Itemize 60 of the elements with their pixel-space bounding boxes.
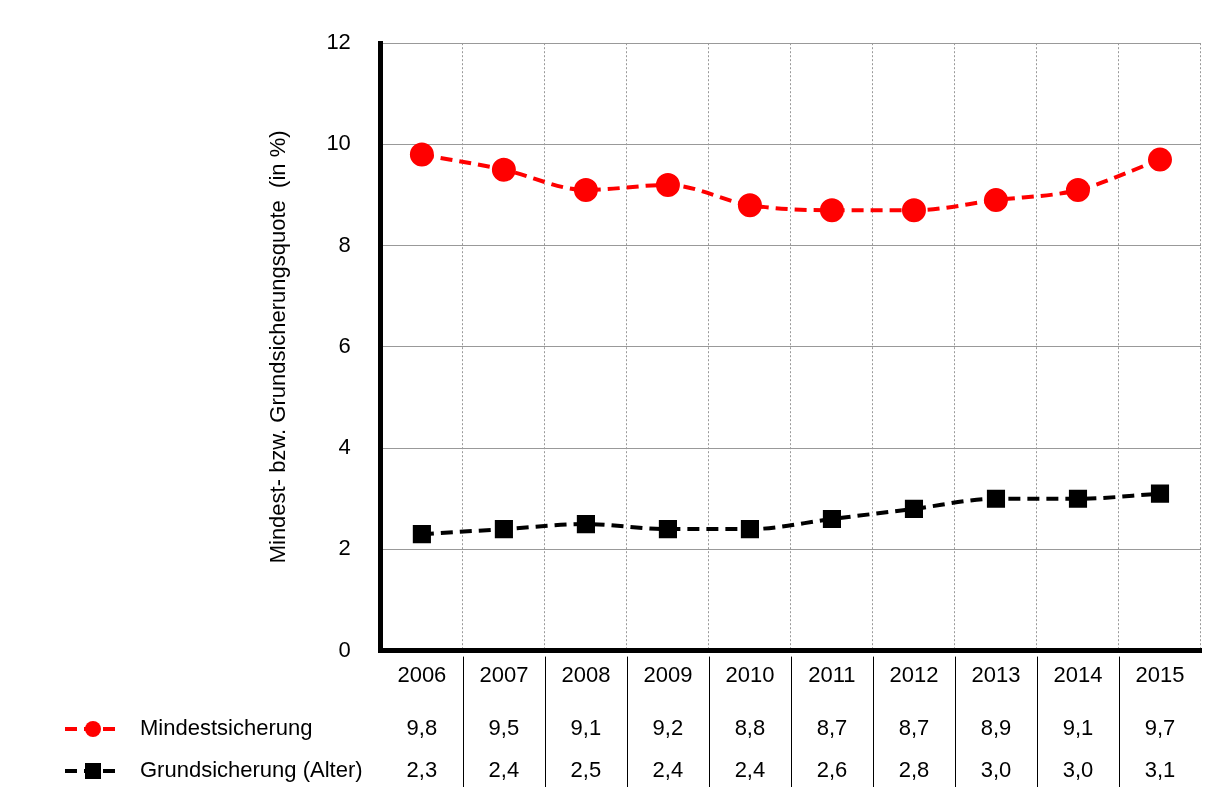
y-tick-label: 4 bbox=[338, 434, 351, 460]
legend-label: Mindestsicherung bbox=[140, 715, 313, 741]
y-tick-label: 6 bbox=[338, 332, 351, 358]
x-tick-label: 2011 bbox=[808, 661, 856, 687]
point bbox=[1150, 484, 1170, 503]
point bbox=[409, 142, 434, 167]
y-tick-label: 12 bbox=[326, 29, 351, 55]
data-label: 8,8 bbox=[734, 715, 766, 741]
data-label: 3,1 bbox=[1144, 757, 1176, 783]
point bbox=[983, 188, 1008, 213]
point bbox=[901, 198, 926, 223]
data-label: 9,2 bbox=[652, 715, 684, 741]
data-label: 3,0 bbox=[1062, 757, 1094, 783]
data-label: 8,7 bbox=[898, 715, 930, 741]
data-label: 2,6 bbox=[816, 757, 848, 783]
data-label: 9,1 bbox=[1062, 715, 1094, 741]
point bbox=[1147, 147, 1172, 172]
x-tick-label: 2015 bbox=[1135, 661, 1185, 687]
point bbox=[819, 198, 844, 223]
point bbox=[904, 499, 924, 518]
data-label: 2,5 bbox=[570, 757, 602, 783]
point bbox=[737, 193, 762, 218]
x-tick-label: 2006 bbox=[397, 661, 447, 687]
point bbox=[491, 157, 516, 182]
data-label: 2,4 bbox=[488, 757, 520, 783]
point bbox=[573, 177, 598, 202]
x-tick-label: 2009 bbox=[643, 661, 693, 687]
point bbox=[822, 509, 842, 529]
point bbox=[655, 172, 680, 197]
y-tick-label: 0 bbox=[338, 636, 351, 662]
x-tick-label: 2014 bbox=[1053, 661, 1103, 687]
point bbox=[658, 520, 677, 539]
y-axis-title: Mindest- bzw. Grundsicherungsquote (in %) bbox=[265, 130, 291, 564]
point bbox=[576, 514, 595, 534]
data-label: 9,8 bbox=[406, 715, 438, 741]
data-label: 2,8 bbox=[898, 757, 930, 783]
data-label: 2,4 bbox=[734, 757, 766, 783]
data-label: 8,9 bbox=[980, 715, 1012, 741]
data-label: 9,5 bbox=[488, 715, 520, 741]
data-label: 9,1 bbox=[570, 715, 602, 741]
data-label: 2,3 bbox=[406, 757, 438, 783]
legend-label: Grundsicherung (Alter) bbox=[140, 757, 363, 783]
point bbox=[1068, 489, 1088, 508]
point bbox=[1065, 177, 1090, 202]
x-tick-label: 2013 bbox=[971, 661, 1021, 687]
data-label: 9,7 bbox=[1144, 715, 1176, 741]
point bbox=[740, 520, 759, 539]
point bbox=[494, 520, 513, 539]
y-tick-label: 8 bbox=[338, 231, 351, 257]
x-tick-label: 2012 bbox=[889, 661, 939, 687]
x-tick-label: 2008 bbox=[561, 661, 611, 687]
x-tick-label: 2010 bbox=[725, 661, 775, 687]
y-tick-label: 10 bbox=[326, 130, 351, 156]
data-label: 3,0 bbox=[980, 757, 1012, 783]
x-tick-label: 2007 bbox=[479, 661, 529, 687]
y-tick-label: 2 bbox=[338, 535, 351, 561]
data-label: 2,4 bbox=[652, 757, 684, 783]
point bbox=[986, 489, 1006, 508]
point bbox=[412, 525, 431, 544]
data-label: 8,7 bbox=[816, 715, 848, 741]
